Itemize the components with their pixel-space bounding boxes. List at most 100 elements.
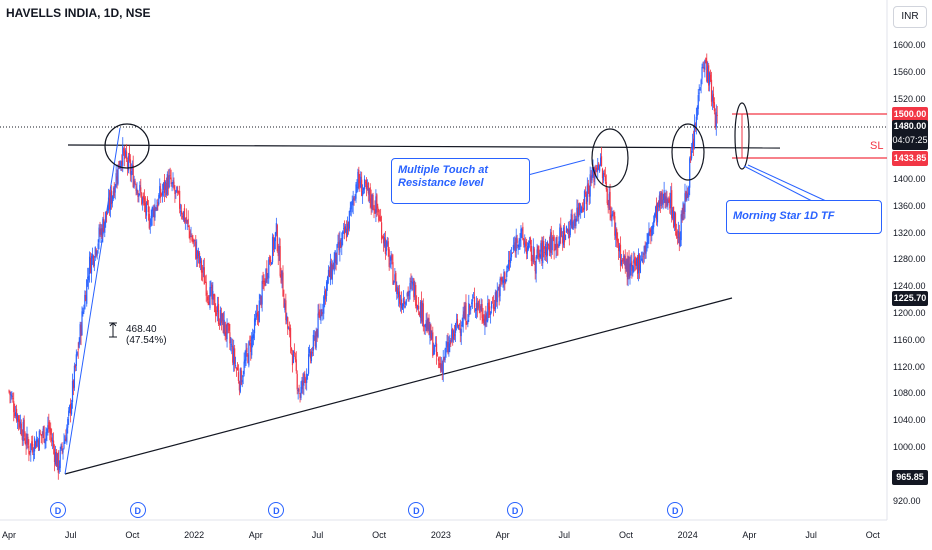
- candle-body: [521, 228, 523, 232]
- candle-body: [647, 233, 649, 245]
- currency-selector[interactable]: INR: [893, 6, 927, 28]
- candle-body: [11, 395, 13, 398]
- candle-body: [125, 150, 127, 157]
- candle-body: [408, 291, 410, 297]
- candle-body: [451, 329, 453, 342]
- candle-body: [170, 177, 172, 185]
- candle-body: [619, 244, 622, 266]
- candle-body: [50, 428, 52, 435]
- candle-body: [625, 260, 627, 269]
- candle-body: [205, 281, 207, 296]
- candle-body: [653, 220, 655, 228]
- candle-body: [445, 348, 447, 350]
- dividend-marker[interactable]: D: [129, 502, 146, 518]
- support-trendline[interactable]: [64, 297, 733, 475]
- candle-body: [362, 190, 364, 196]
- candle-body: [287, 317, 289, 329]
- dividend-marker[interactable]: D: [667, 502, 684, 518]
- candle-body: [600, 157, 602, 166]
- candle-body: [673, 211, 676, 227]
- candle-body: [270, 259, 272, 263]
- candle-body: [267, 275, 269, 277]
- candle-body: [637, 253, 640, 274]
- candle-body: [575, 218, 577, 226]
- candle-body: [651, 226, 653, 237]
- candle-body: [24, 438, 26, 444]
- candle-body: [449, 340, 451, 345]
- candle-body: [589, 174, 591, 197]
- candle-body: [470, 307, 472, 311]
- candle-body: [528, 241, 531, 244]
- pattern-callout-text: Morning Star 1D TF: [733, 210, 835, 222]
- candle-body: [502, 280, 504, 284]
- candle-body: [453, 334, 456, 337]
- measure-line[interactable]: [64, 127, 121, 475]
- candle-body: [271, 236, 274, 263]
- candle-body: [183, 208, 185, 223]
- pattern-callout[interactable]: Morning Star 1D TF: [726, 200, 882, 234]
- candle-body: [707, 66, 709, 83]
- candle-body: [195, 241, 197, 259]
- candle-body: [85, 295, 87, 302]
- candle-body: [430, 325, 432, 341]
- dividend-marker[interactable]: D: [268, 502, 285, 518]
- candle-body: [244, 359, 246, 364]
- stop-loss-price-label: 1433.85: [892, 151, 928, 166]
- candle-body: [79, 324, 81, 343]
- candle-body: [581, 207, 583, 213]
- candle-body: [227, 323, 229, 326]
- dividend-marker[interactable]: D: [507, 502, 524, 518]
- candle-body: [48, 422, 50, 429]
- candle-body: [129, 159, 131, 174]
- resistance-callout[interactable]: Multiple Touch at Resistance level: [391, 158, 530, 204]
- candle-body: [570, 213, 572, 226]
- symbol-title[interactable]: HAVELLS INDIA, 1D, NSE: [6, 6, 151, 20]
- candle-body: [462, 314, 464, 328]
- candle-body: [309, 351, 312, 359]
- candle-body: [260, 296, 262, 306]
- candle-body: [154, 205, 156, 218]
- candle-body: [291, 353, 294, 366]
- candle-body: [602, 172, 605, 181]
- candle-body: [112, 191, 114, 199]
- measure-label[interactable]: 468.40 (47.54%): [104, 318, 192, 346]
- candle-body: [598, 163, 600, 169]
- candle-body: [490, 302, 493, 309]
- candle-body: [313, 335, 315, 337]
- candle-body: [652, 225, 654, 229]
- dividend-marker[interactable]: D: [50, 502, 67, 518]
- candle-body: [703, 67, 705, 70]
- candle-body: [543, 240, 545, 250]
- candle-body: [496, 290, 498, 303]
- candle-body: [311, 352, 313, 354]
- candle-body: [303, 373, 305, 386]
- candle-body: [157, 202, 159, 207]
- candle-body: [307, 375, 309, 376]
- candle-body: [697, 95, 699, 109]
- candle-body: [456, 318, 459, 327]
- candle-body: [700, 80, 702, 87]
- candle-body: [548, 245, 551, 251]
- candle-body: [437, 358, 440, 361]
- candle-body: [77, 349, 79, 351]
- candle-body: [419, 302, 422, 318]
- candle-body: [402, 298, 404, 307]
- candle-body: [76, 352, 78, 356]
- candle-body: [443, 357, 445, 361]
- candle-body: [355, 184, 357, 199]
- resistance-trendline[interactable]: [67, 144, 781, 149]
- candle-body: [423, 325, 425, 327]
- candle-body: [677, 230, 679, 239]
- candle-body: [254, 317, 257, 322]
- candle-body: [465, 302, 467, 325]
- candle-body: [117, 164, 119, 184]
- dividend-marker[interactable]: D: [408, 502, 425, 518]
- candle-body: [417, 305, 420, 310]
- candle-body: [320, 309, 322, 321]
- candle-body: [149, 225, 151, 227]
- candle-body: [550, 232, 552, 253]
- time-tick-label: Jul: [558, 530, 571, 540]
- candle-body: [681, 213, 683, 220]
